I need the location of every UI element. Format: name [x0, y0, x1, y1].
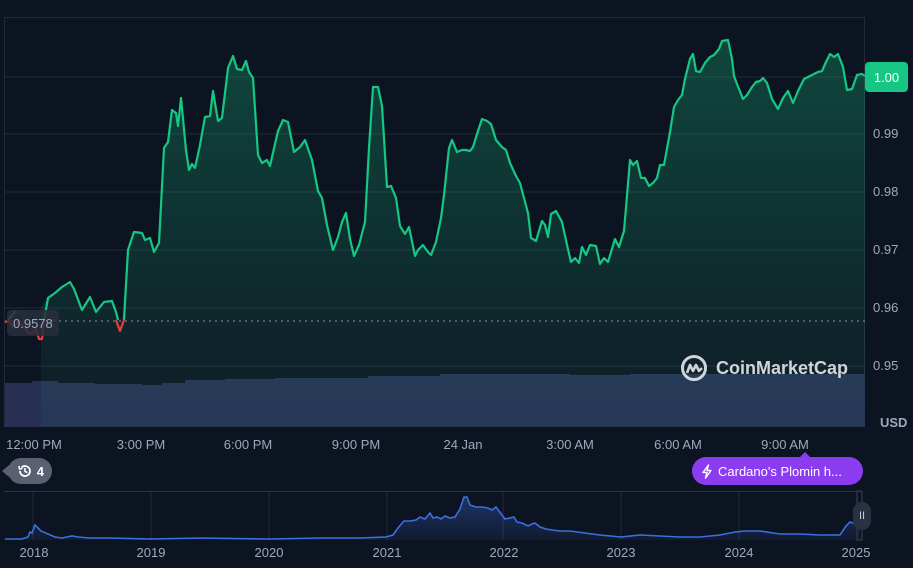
- y-tick-0.98: 0.98: [873, 184, 899, 199]
- watermark-text: CoinMarketCap: [716, 357, 849, 378]
- baseline-price-tag: 0.9578: [7, 310, 59, 336]
- price-area: [41, 40, 865, 427]
- x-tick-12pm: 12:00 PM: [6, 437, 62, 452]
- news-event-text: Cardano's Plomin h...: [718, 463, 842, 479]
- navigator-range-handle[interactable]: II: [853, 502, 871, 530]
- current-price-tag: 1.00: [865, 62, 908, 92]
- news-event-pill[interactable]: Cardano's Plomin h...: [692, 452, 863, 485]
- x-tick-6am: 6:00 AM: [654, 437, 702, 452]
- nav-year-2018: 2018: [19, 545, 49, 560]
- nav-year-2023: 2023: [606, 545, 636, 560]
- y-tick-0.97: 0.97: [873, 242, 899, 257]
- nav-year-2019: 2019: [136, 545, 166, 560]
- nav-year-2022: 2022: [489, 545, 519, 560]
- x-tick-3pm: 3:00 PM: [116, 437, 166, 452]
- nav-year-2020: 2020: [254, 545, 284, 560]
- x-tick-9am: 9:00 AM: [761, 437, 809, 452]
- coinmarketcap-logo-icon: [681, 355, 707, 381]
- y-tick-0.95: 0.95: [873, 358, 899, 373]
- history-icon: [18, 465, 31, 477]
- nav-year-2021: 2021: [372, 545, 402, 560]
- coinmarketcap-watermark: CoinMarketCap: [680, 354, 848, 382]
- history-badge[interactable]: 4: [2, 458, 52, 484]
- nav-year-2025: 2025: [841, 545, 871, 560]
- y-tick-0.99: 0.99: [873, 126, 899, 141]
- x-tick-3am: 3:00 AM: [546, 437, 594, 452]
- nav-year-2024: 2024: [724, 545, 754, 560]
- x-tick-9pm: 9:00 PM: [331, 437, 381, 452]
- x-tick-6pm: 6:00 PM: [223, 437, 273, 452]
- navigator-frame: [4, 491, 862, 542]
- x-tick-24jan: 24 Jan: [443, 437, 483, 452]
- lightning-icon: [702, 464, 712, 479]
- history-count: 4: [36, 463, 44, 479]
- currency-label: USD: [880, 415, 908, 430]
- y-tick-0.96: 0.96: [873, 300, 899, 315]
